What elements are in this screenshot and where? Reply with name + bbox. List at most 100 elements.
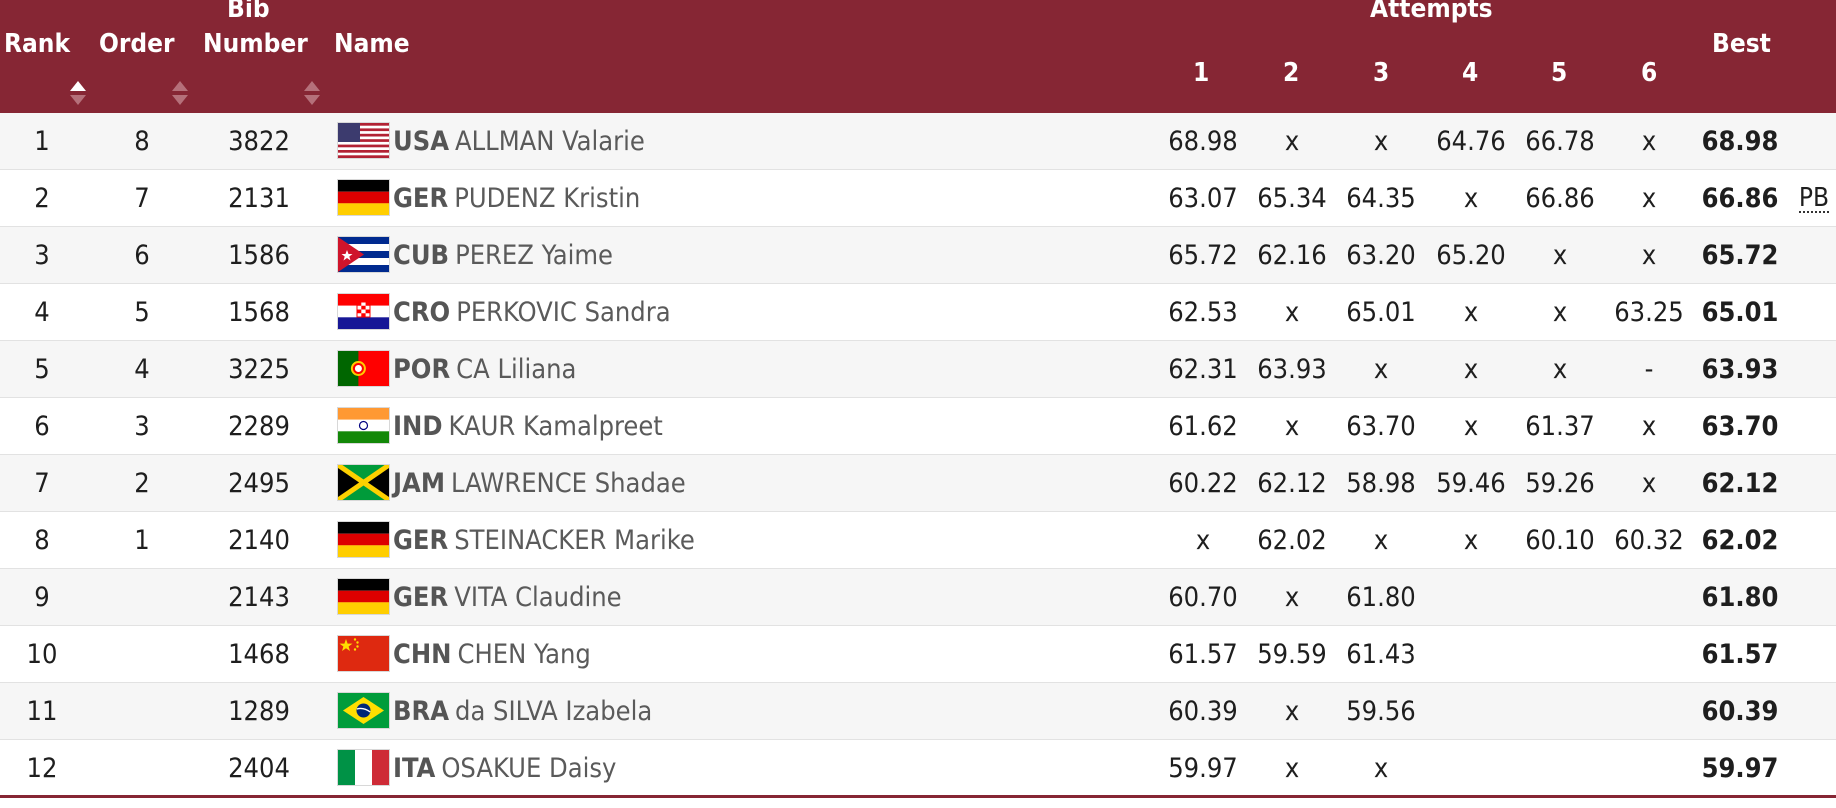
- athlete-cell[interactable]: CHN CHEN Yang: [338, 626, 591, 683]
- record-badge[interactable]: PB: [1798, 183, 1830, 213]
- attempt-3-cell: 59.56: [1346, 696, 1416, 727]
- order-header[interactable]: Order: [99, 29, 175, 59]
- bib-cell: 2143: [228, 582, 290, 613]
- attempt-1-cell: 60.39: [1168, 696, 1238, 727]
- country-code: CHN: [393, 639, 452, 670]
- order-cell: [100, 683, 184, 740]
- country-code: GER: [393, 183, 449, 214]
- athlete-cell[interactable]: POR CA Liliana: [338, 341, 576, 398]
- attempt-5-cell: [1515, 569, 1605, 626]
- best-header: Best: [1712, 29, 1771, 59]
- rank-cell: 6: [34, 411, 50, 442]
- bib-header-line1[interactable]: Bib: [227, 0, 270, 24]
- sort-rank-icon[interactable]: [69, 80, 87, 106]
- bib-cell: 2140: [228, 525, 290, 556]
- attempt-5-cell: 61.37: [1525, 411, 1595, 442]
- attempt-2-cell: 62.16: [1257, 240, 1327, 271]
- rank-cell: 10: [26, 639, 58, 670]
- athlete-cell[interactable]: GER STEINACKER Marike: [338, 512, 695, 569]
- athlete-name: STEINACKER Marike: [454, 525, 695, 556]
- ger-flag-icon: [338, 522, 389, 557]
- attempt-3-cell: 58.98: [1346, 468, 1416, 499]
- rank-cell: 1: [34, 126, 50, 157]
- country-code: IND: [393, 411, 443, 442]
- rank-cell: 9: [34, 582, 50, 613]
- rank-cell: 2: [34, 183, 50, 214]
- record-cell: [1794, 569, 1834, 626]
- attempt-6-cell: x: [1641, 240, 1657, 271]
- record-cell: [1794, 284, 1834, 341]
- sort-bib-icon[interactable]: [303, 80, 321, 106]
- order-cell: 2: [134, 468, 150, 499]
- attempt-3-cell: 64.35: [1346, 183, 1416, 214]
- table-row: 7 2 2495 JAM LAWRENCE Shadae 60.22 62.12 …: [0, 455, 1836, 512]
- attempt-5-cell: x: [1552, 240, 1568, 271]
- country-code: JAM: [393, 468, 446, 499]
- attempt-2-cell: 63.93: [1257, 354, 1327, 385]
- country-code: GER: [393, 582, 449, 613]
- attempt-1-cell: 68.98: [1168, 126, 1238, 157]
- attempt-2-cell: x: [1284, 582, 1300, 613]
- attempt-4-header: 4: [1462, 58, 1479, 88]
- athlete-cell[interactable]: CRO PERKOVIC Sandra: [338, 284, 671, 341]
- athlete-cell[interactable]: CUB PEREZ Yaime: [338, 227, 613, 284]
- attempt-4-cell: x: [1463, 297, 1479, 328]
- athlete-name: PUDENZ Kristin: [454, 183, 641, 214]
- rank-cell: 12: [26, 753, 58, 784]
- order-cell: [100, 569, 184, 626]
- order-cell: 8: [134, 126, 150, 157]
- attempt-6-header: 6: [1641, 58, 1658, 88]
- por-flag-icon: [338, 351, 389, 386]
- athlete-cell[interactable]: GER PUDENZ Kristin: [338, 170, 640, 227]
- table-row: 10 1468 CHN CHEN Yang 61.57 59.59 61.43 6…: [0, 626, 1836, 683]
- name-header: Name: [334, 29, 410, 59]
- chn-flag-icon: [338, 636, 389, 671]
- attempt-6-cell: x: [1641, 411, 1657, 442]
- athlete-name: OSAKUE Daisy: [441, 753, 617, 784]
- table-row: 5 4 3225 POR CA Liliana 62.31 63.93 x x x…: [0, 341, 1836, 398]
- athlete-name: ALLMAN Valarie: [455, 126, 645, 157]
- country-code: BRA: [393, 696, 450, 727]
- country-code: USA: [393, 126, 450, 157]
- athlete-cell[interactable]: BRA da SILVA Izabela: [338, 683, 652, 740]
- attempt-4-cell: [1426, 626, 1516, 683]
- athlete-cell[interactable]: GER VITA Claudine: [338, 569, 622, 626]
- bra-flag-icon: [338, 693, 389, 728]
- attempt-1-cell: 63.07: [1168, 183, 1238, 214]
- attempt-3-cell: x: [1373, 354, 1389, 385]
- rank-header[interactable]: Rank: [4, 29, 71, 59]
- bib-cell: 2131: [228, 183, 290, 214]
- attempt-2-cell: x: [1284, 753, 1300, 784]
- best-cell: 61.57: [1701, 639, 1779, 670]
- athlete-name: CA Liliana: [456, 354, 577, 385]
- attempt-4-cell: x: [1463, 354, 1479, 385]
- attempt-1-cell: 62.53: [1168, 297, 1238, 328]
- attempt-4-cell: x: [1463, 183, 1479, 214]
- athlete-cell[interactable]: JAM LAWRENCE Shadae: [338, 455, 686, 512]
- attempt-4-cell: [1426, 683, 1516, 740]
- best-cell: 59.97: [1701, 753, 1779, 784]
- athlete-cell[interactable]: IND KAUR Kamalpreet: [338, 398, 663, 455]
- attempt-2-cell: 62.12: [1257, 468, 1327, 499]
- attempt-3-cell: x: [1373, 753, 1389, 784]
- bib-header-line2[interactable]: Number: [203, 29, 308, 59]
- attempt-5-header: 5: [1551, 58, 1568, 88]
- best-cell: 63.70: [1701, 411, 1779, 442]
- attempt-4-cell: [1426, 569, 1516, 626]
- attempt-3-cell: 63.70: [1346, 411, 1416, 442]
- athlete-cell[interactable]: USA ALLMAN Valarie: [338, 113, 645, 170]
- attempt-2-cell: x: [1284, 297, 1300, 328]
- athlete-cell[interactable]: ITA OSAKUE Daisy: [338, 740, 616, 797]
- attempt-5-cell: 59.26: [1525, 468, 1595, 499]
- attempt-6-cell: x: [1641, 126, 1657, 157]
- table-row: 1 8 3822 USA ALLMAN Valarie 68.98 x x 64.…: [0, 113, 1836, 170]
- attempt-6-cell: 63.25: [1614, 297, 1684, 328]
- cro-flag-icon: [338, 294, 389, 329]
- attempt-4-cell: 65.20: [1436, 240, 1506, 271]
- sort-order-icon[interactable]: [171, 80, 189, 106]
- attempt-3-header: 3: [1373, 58, 1390, 88]
- table-row: 8 1 2140 GER STEINACKER Marike x 62.02 x …: [0, 512, 1836, 569]
- attempt-5-cell: [1515, 740, 1605, 797]
- ita-flag-icon: [338, 750, 389, 785]
